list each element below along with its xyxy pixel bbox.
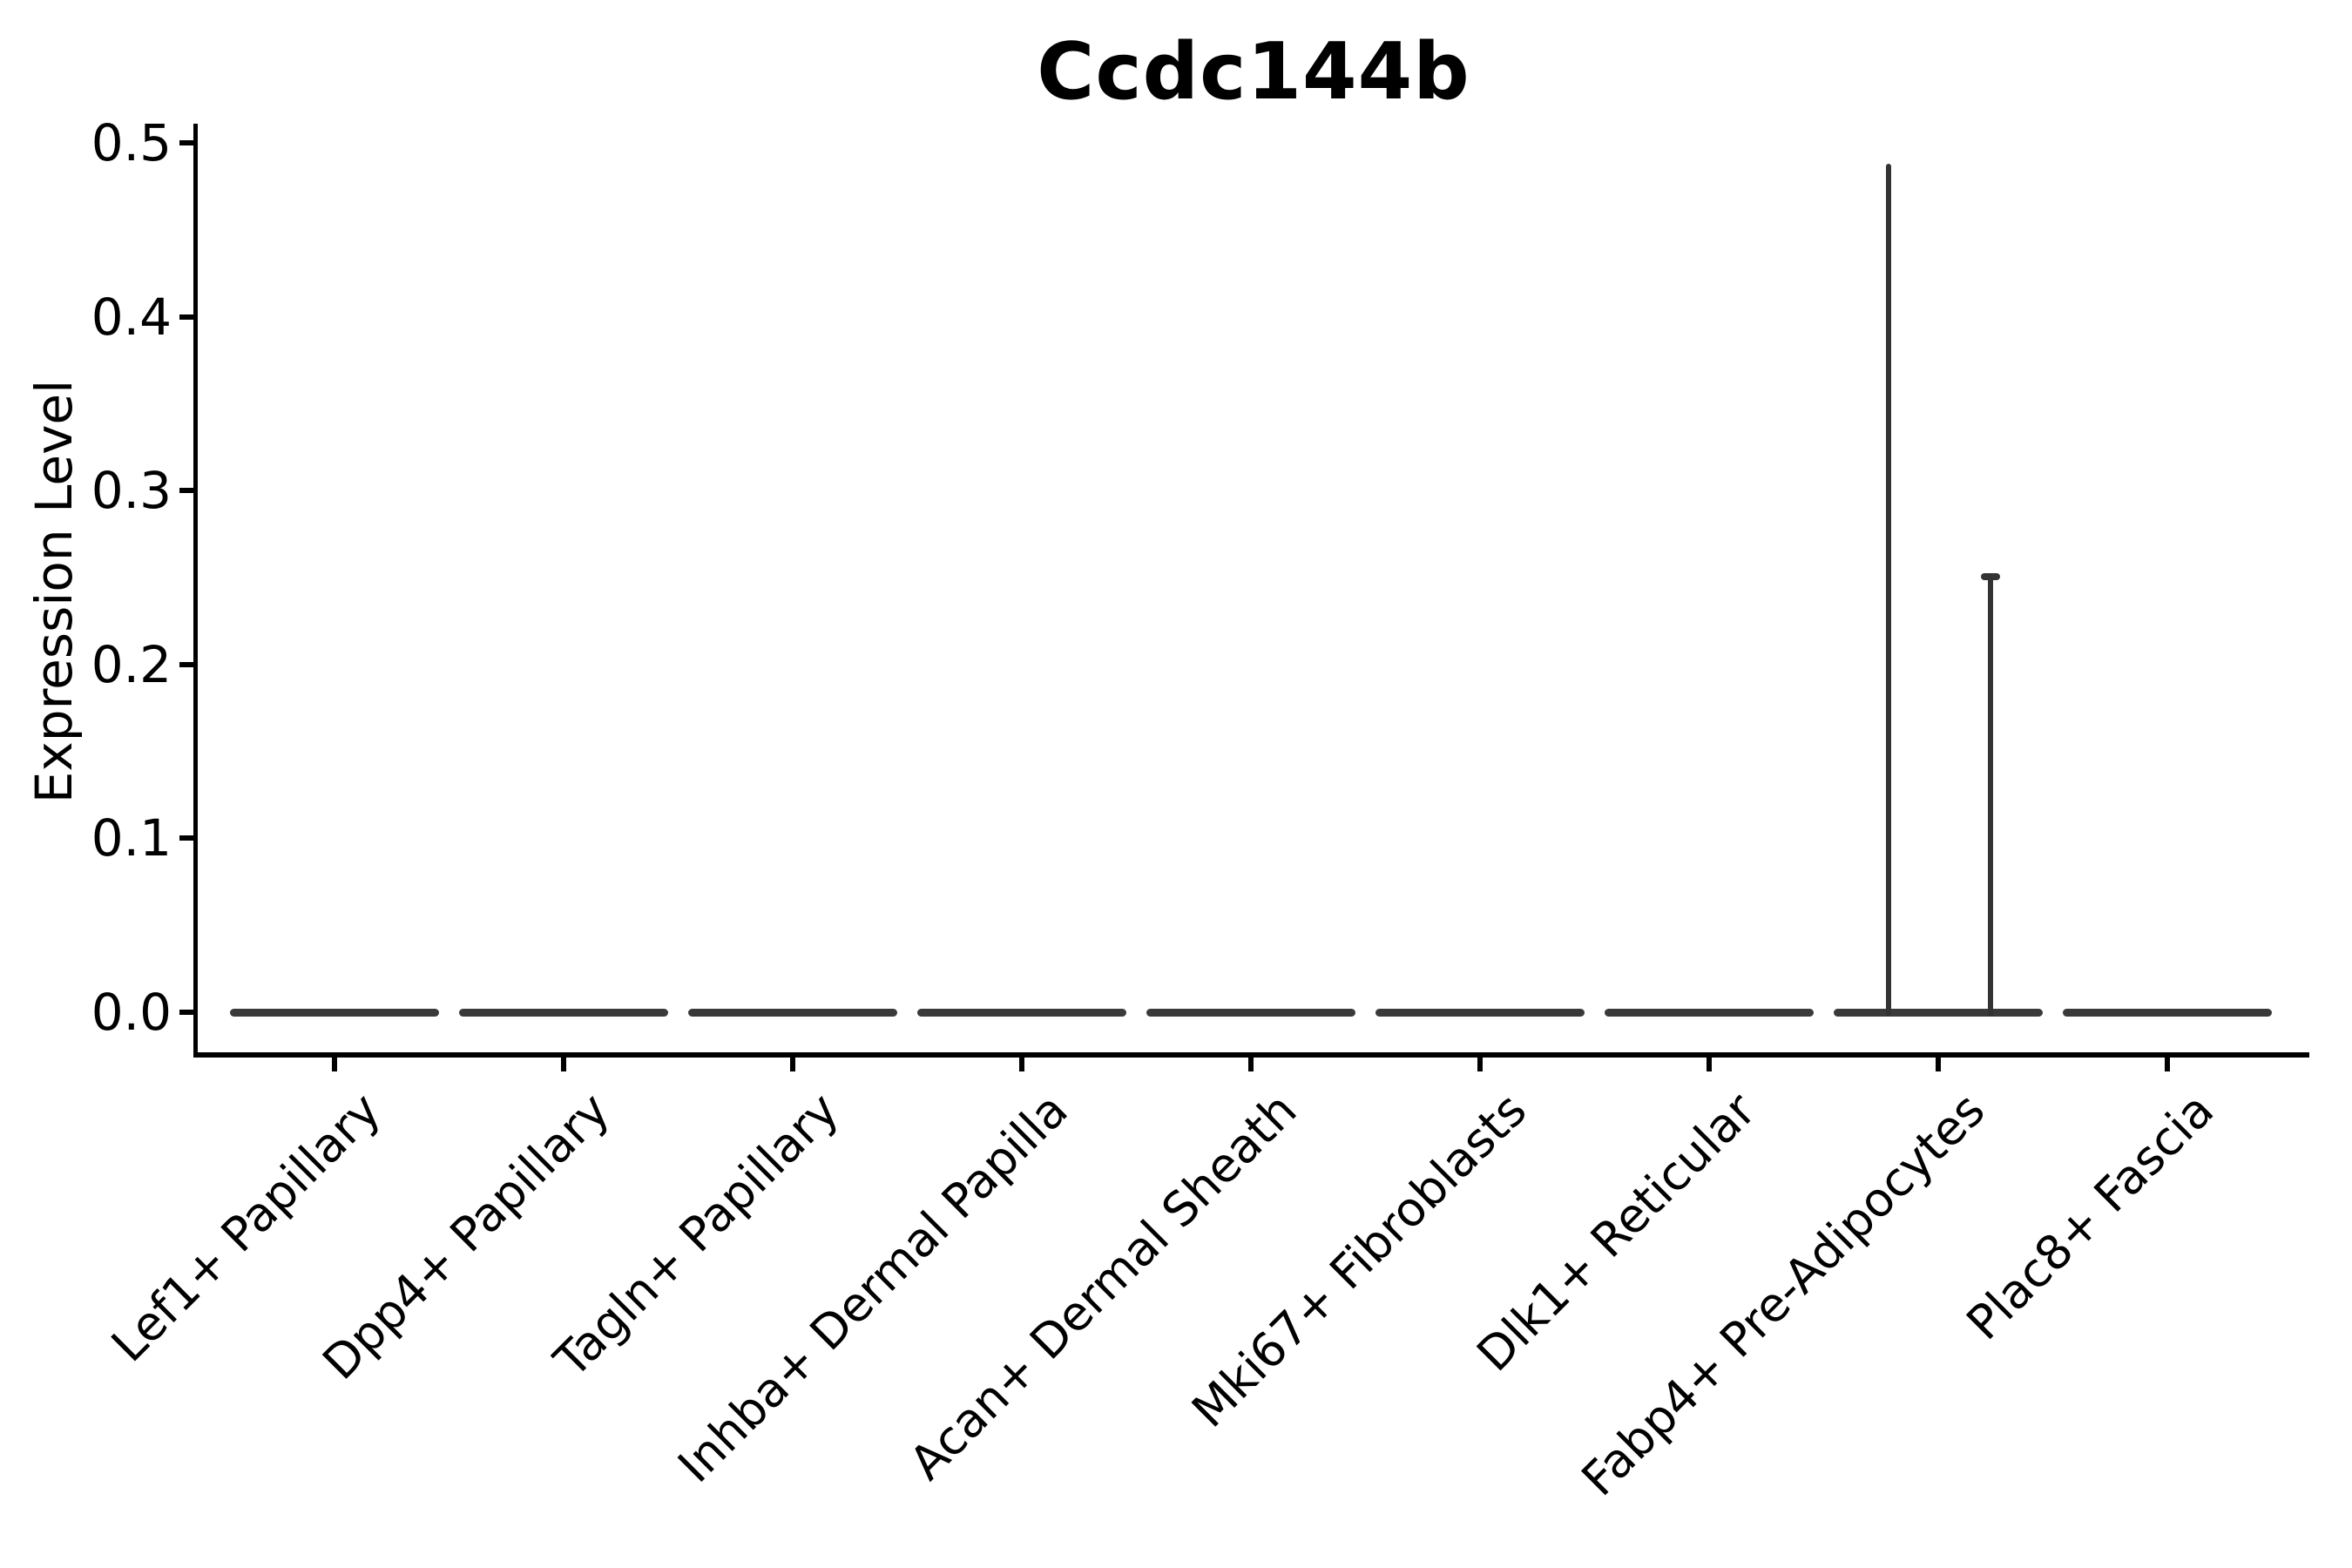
violin-spike-cap	[1981, 573, 2000, 580]
violin-baseline	[230, 1009, 439, 1017]
y-tick-mark	[179, 140, 193, 145]
y-tick-label: 0.2	[91, 634, 172, 694]
x-tick-mark	[1936, 1057, 1941, 1071]
y-tick-label: 0.3	[91, 461, 172, 521]
y-tick-mark	[179, 314, 193, 320]
violin-baseline	[1834, 1009, 2043, 1017]
y-tick-mark	[179, 488, 193, 494]
y-tick-label: 0.1	[91, 808, 172, 868]
x-tick-mark	[2165, 1057, 2170, 1071]
y-tick-mark	[179, 1010, 193, 1015]
violin-baseline	[1375, 1009, 1585, 1017]
x-tick-mark	[1477, 1057, 1483, 1071]
x-tick-label: Plac8+ Fascia	[1956, 1082, 2225, 1351]
x-tick-label: Inhba+ Dermal Papilla	[667, 1082, 1079, 1493]
x-tick-mark	[561, 1057, 566, 1071]
violin-baseline	[2063, 1009, 2272, 1017]
y-axis-spine	[193, 124, 198, 1057]
x-tick-mark	[1019, 1057, 1024, 1071]
violin-baseline	[917, 1009, 1126, 1017]
x-tick-label: Fabp4+ Pre-Adipocytes	[1571, 1082, 1996, 1507]
x-tick-mark	[1248, 1057, 1254, 1071]
violin-spike	[1886, 163, 1891, 1016]
y-tick-label: 0.5	[91, 113, 172, 172]
x-tick-mark	[332, 1057, 337, 1071]
violin-baseline	[688, 1009, 897, 1017]
violin-baseline	[1605, 1009, 1814, 1017]
x-axis-spine	[193, 1052, 2309, 1058]
violin-baseline	[1146, 1009, 1355, 1017]
x-tick-label: Acan+ Dermal Sheath	[899, 1082, 1308, 1490]
y-tick-mark	[179, 835, 193, 841]
violin-baseline	[459, 1009, 668, 1017]
x-tick-mark	[1707, 1057, 1712, 1071]
y-tick-label: 0.4	[91, 287, 172, 347]
violin-spike	[1988, 578, 1993, 1016]
y-axis-label: Expression Level	[24, 379, 84, 804]
x-tick-mark	[790, 1057, 795, 1071]
chart-title: Ccdc144b	[1037, 26, 1470, 118]
y-tick-label: 0.0	[91, 983, 172, 1042]
y-tick-mark	[179, 661, 193, 667]
